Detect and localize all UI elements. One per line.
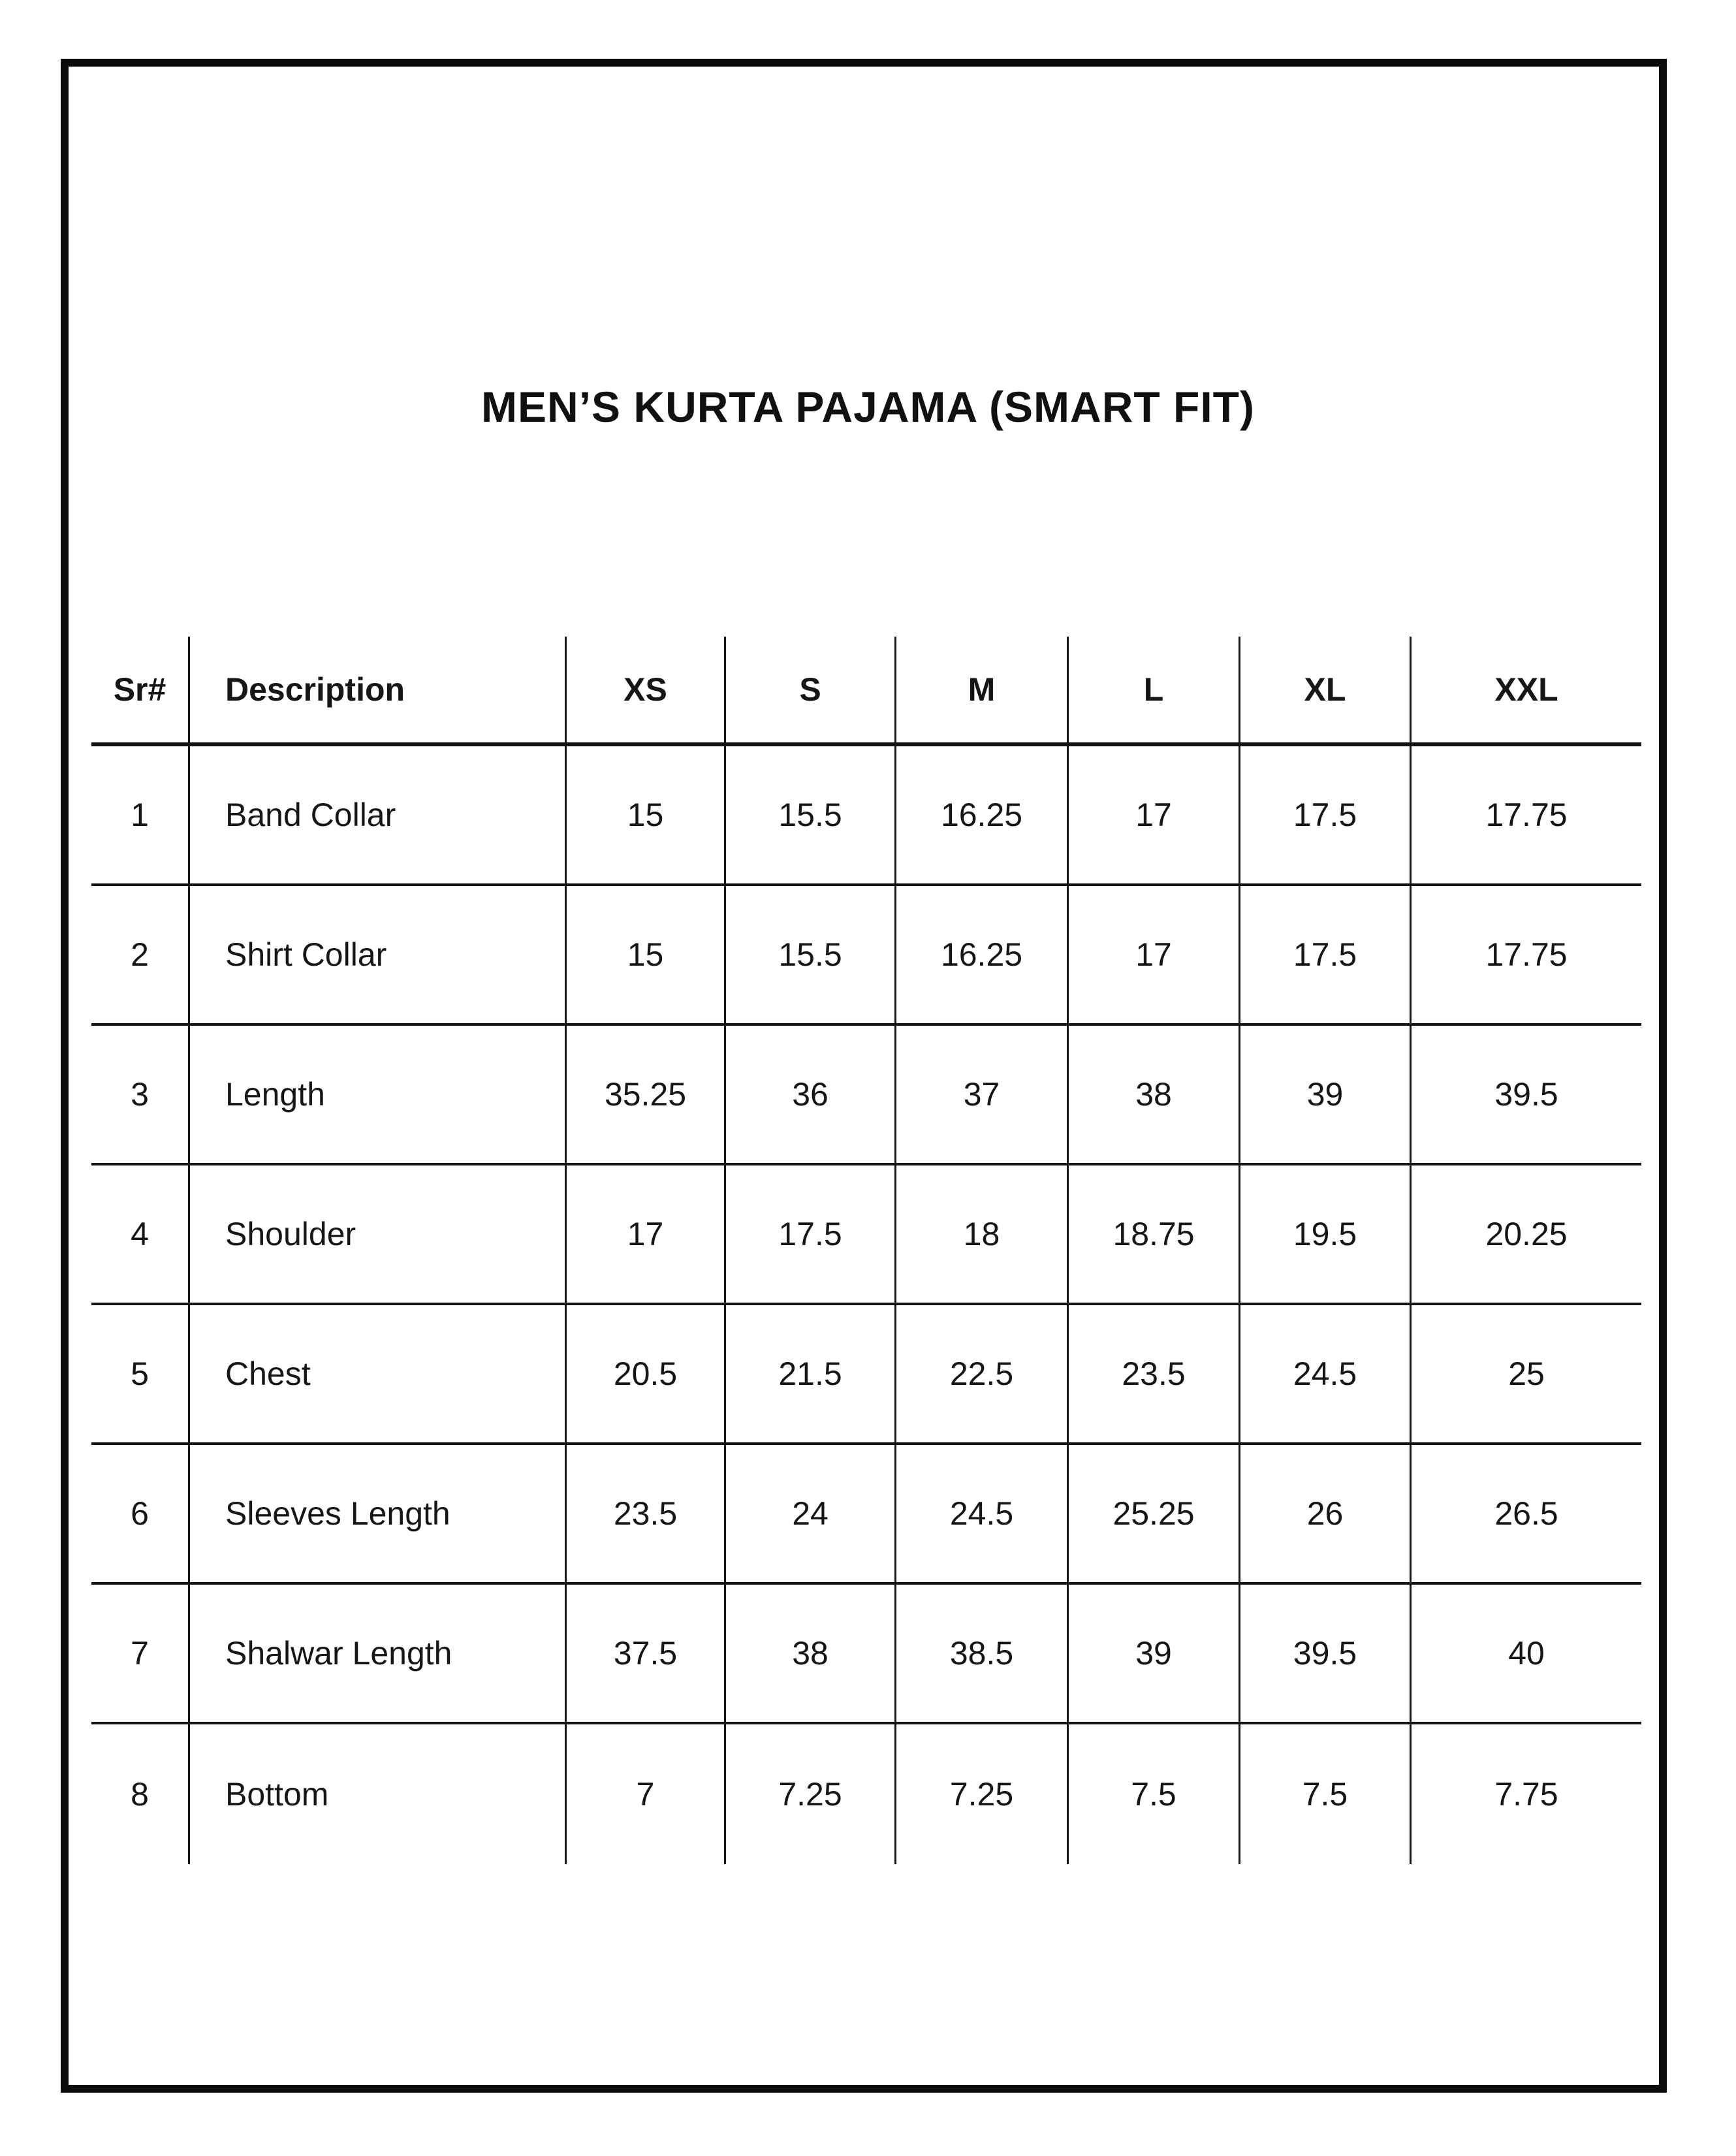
column-header-xl: XL: [1240, 637, 1412, 746]
cell-value: 7.5: [1240, 1724, 1412, 1864]
cell-value: 16.25: [896, 746, 1069, 886]
column-header-xs: XS: [567, 637, 726, 746]
cell-value: 39: [1069, 1585, 1240, 1724]
cell-value: 7.75: [1494, 1776, 1558, 1813]
cell-value: 39.5: [1240, 1585, 1412, 1724]
cell-value: 24: [726, 1445, 896, 1585]
row-description: Band Collar: [190, 746, 567, 886]
cell-value: 15.5: [726, 746, 896, 886]
cell-value: 38: [726, 1585, 896, 1724]
cell-value: 39.5: [1412, 1026, 1641, 1165]
cell-value: 15: [567, 886, 726, 1026]
cell-value: 17: [1069, 746, 1240, 886]
cell-value: 24.5: [1240, 1305, 1412, 1445]
cell-value: 38.5: [896, 1585, 1069, 1724]
cell-value: 7.5: [1069, 1724, 1240, 1864]
row-description: Shoulder: [190, 1165, 567, 1305]
cell-value: 23.5: [1069, 1305, 1240, 1445]
row-sr: 8: [91, 1724, 190, 1864]
row-sr: 2: [91, 886, 190, 1026]
cell-value: 19.5: [1240, 1165, 1412, 1305]
size-chart-table: Sr# Description XS S M L XL XXL 1 Band C…: [91, 637, 1641, 1864]
row-description: Chest: [190, 1305, 567, 1445]
cell-value: 36: [726, 1026, 896, 1165]
cell-value: 25.25: [1069, 1445, 1240, 1585]
cell-value: 37.5: [567, 1585, 726, 1724]
column-header-sr: Sr#: [91, 637, 190, 746]
cell-value: 17.5: [1240, 746, 1412, 886]
cell-value: 35.25: [567, 1026, 726, 1165]
cell-value: 37: [896, 1026, 1069, 1165]
cell-value: 17.5: [1240, 886, 1412, 1026]
row-sr: 3: [91, 1026, 190, 1165]
row-sr: 4: [91, 1165, 190, 1305]
cell-value: 20.5: [567, 1305, 726, 1445]
cell-value: 7.25: [726, 1724, 896, 1864]
row-sr: 7: [91, 1585, 190, 1724]
row-description: Shalwar Length: [190, 1585, 567, 1724]
cell-value: 18: [896, 1165, 1069, 1305]
row-sr: 5: [91, 1305, 190, 1445]
row-description: Sleeves Length: [190, 1445, 567, 1585]
cell-value: 24.5: [896, 1445, 1069, 1585]
column-header-xxl: XXL: [1412, 637, 1641, 746]
cell-value: 15: [567, 746, 726, 886]
cell-value: 21.5: [726, 1305, 896, 1445]
cell-value: 40: [1412, 1585, 1641, 1724]
page-border-frame: [61, 59, 1667, 2093]
column-header-l: L: [1069, 637, 1240, 746]
cell-value: 17: [567, 1165, 726, 1305]
cell-value: 16.25: [896, 886, 1069, 1026]
cell-value: 17.75: [1412, 886, 1641, 1026]
row-description: Bottom: [190, 1724, 567, 1864]
cell-value: 38: [1069, 1026, 1240, 1165]
cell-value: 20.25: [1412, 1165, 1641, 1305]
cell-value: 25: [1412, 1305, 1641, 1445]
row-description: Length: [190, 1026, 567, 1165]
cell-value: 17: [1069, 886, 1240, 1026]
column-header-description: Description: [190, 637, 567, 746]
row-description: Shirt Collar: [190, 886, 567, 1026]
cell-value: 39: [1240, 1026, 1412, 1165]
page-title: MEN’S KURTA PAJAMA (SMART FIT): [481, 383, 1255, 431]
cell-value: 22.5: [896, 1305, 1069, 1445]
column-header-s: S: [726, 637, 896, 746]
cell-value: 7.25: [896, 1724, 1069, 1864]
cell-value: 26: [1240, 1445, 1412, 1585]
cell-value: 15.5: [726, 886, 896, 1026]
row-sr: 1: [91, 746, 190, 886]
cell-value: 23.5: [567, 1445, 726, 1585]
cell-value: 18.75: [1069, 1165, 1240, 1305]
cell-value: 17.5: [726, 1165, 896, 1305]
cell-value: 26.5: [1412, 1445, 1641, 1585]
column-header-m: M: [896, 637, 1069, 746]
cell-value: 17.75: [1412, 746, 1641, 886]
cell-value: 7: [567, 1724, 726, 1864]
row-sr: 6: [91, 1445, 190, 1585]
